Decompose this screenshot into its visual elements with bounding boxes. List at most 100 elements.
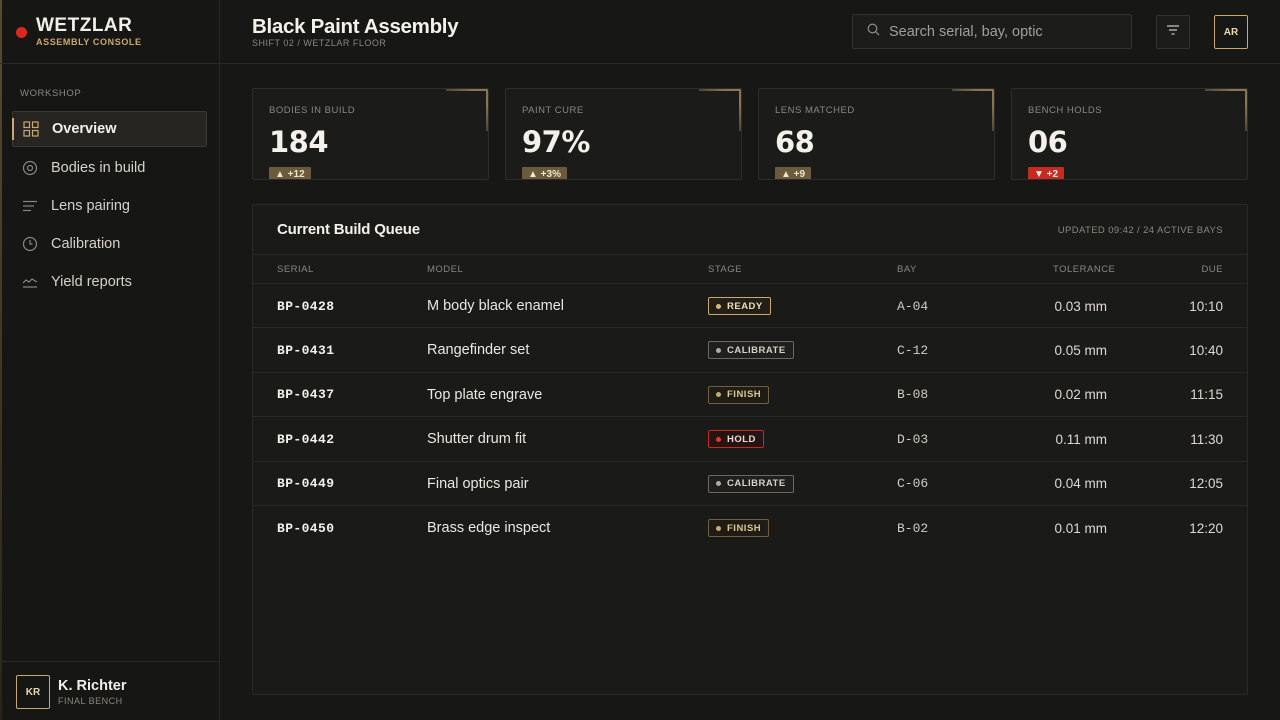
row-stage: FINISH — [708, 373, 770, 417]
kpi-value: 68 — [775, 125, 815, 159]
table-row[interactable]: BP-0450 Brass edge inspect FINISH B-02 0.01 … — [253, 505, 1247, 549]
row-due: 11:30 — [1190, 431, 1223, 447]
search-box[interactable] — [852, 14, 1132, 49]
row-stage: CALIBRATE — [708, 328, 794, 372]
sidebar-item-calibration[interactable]: Calibration — [12, 226, 207, 262]
build-queue-panel: Current Build Queue UPDATED 09:42 / 24 A… — [252, 204, 1248, 695]
row-tolerance: 0.04 mm — [1054, 476, 1107, 492]
stage-label: HOLD — [727, 433, 756, 445]
panel-title: Current Build Queue — [277, 221, 420, 238]
sidebar-item-label: Lens pairing — [51, 198, 130, 214]
row-serial: BP-0431 — [277, 342, 335, 358]
user-name: K. Richter — [58, 678, 127, 694]
panel-meta: UPDATED 09:42 / 24 ACTIVE BAYS — [1057, 225, 1223, 236]
sidebar-item-overview[interactable]: Overview — [12, 111, 207, 147]
sidebar-item-label: Overview — [52, 121, 117, 137]
sidebar-item-bodies-in-build[interactable]: Bodies in build — [12, 150, 207, 186]
kpi-card-paint-cure: PAINT CURE 97% ▲ +3% — [505, 88, 742, 180]
row-model: Top plate engrave — [427, 386, 543, 403]
status-dot-icon — [716, 525, 721, 531]
kpi-card-bodies-in-build: BODIES IN BUILD 184 ▲ +12 — [252, 88, 489, 180]
table-row[interactable]: BP-0449 Final optics pair CALIBRATE C-06 0.0… — [253, 460, 1247, 506]
column-header-bay[interactable]: BAY — [897, 264, 917, 275]
filter-icon — [1166, 23, 1180, 41]
row-bay: B-02 — [897, 520, 929, 536]
user-profile[interactable]: KR K. Richter FINAL BENCH — [0, 661, 219, 720]
kpi-value: 97% — [522, 125, 590, 159]
row-tolerance: 0.01 mm — [1054, 520, 1107, 536]
kpi-card-lens-matched: LENS MATCHED 68 ▲ +9 — [758, 88, 995, 180]
divider — [253, 254, 1247, 255]
row-bay: B-08 — [897, 387, 929, 403]
row-serial: BP-0450 — [277, 520, 335, 536]
sidebar-item-label: Calibration — [51, 236, 121, 252]
row-model: M body black enamel — [427, 298, 565, 314]
brand-subtitle: ASSEMBLY CONSOLE — [36, 37, 142, 47]
status-dot-icon — [716, 392, 721, 398]
row-bay: C-06 — [897, 476, 929, 492]
stage-label: READY — [727, 300, 763, 312]
row-serial: BP-0442 — [277, 431, 335, 447]
sidebar-item-lens-pairing[interactable]: Lens pairing — [12, 188, 207, 224]
kpi-delta-badge: ▼ +2 — [1028, 167, 1065, 179]
stage-label: FINISH — [727, 389, 762, 401]
row-tolerance: 0.02 mm — [1054, 387, 1107, 403]
nav-section-label: WORKSHOP — [20, 88, 82, 99]
row-tolerance: 0.05 mm — [1054, 342, 1107, 358]
row-bay: A-04 — [897, 298, 929, 314]
page-title: Black Paint Assembly — [252, 15, 459, 38]
stage-badge: READY — [708, 297, 771, 315]
target-icon — [22, 160, 38, 176]
brand-dot-icon — [16, 27, 27, 38]
page-subtitle: SHIFT 02 / WETZLAR FLOOR — [252, 38, 387, 48]
grid-icon — [23, 121, 39, 137]
kpi-delta-badge: ▲ +9 — [775, 167, 812, 179]
column-header-model[interactable]: MODEL — [427, 264, 464, 275]
brand-name: WETZLAR — [36, 15, 133, 36]
table-row[interactable]: BP-0428 M body black enamel READY A-04 0.03 … — [253, 283, 1247, 327]
kpi-label: PAINT CURE — [522, 105, 584, 116]
stage-badge: CALIBRATE — [708, 474, 794, 493]
status-dot-icon — [716, 347, 721, 353]
table-row[interactable]: BP-0437 Top plate engrave FINISH B-08 0.02 m… — [253, 371, 1247, 417]
row-due: 10:40 — [1189, 342, 1223, 358]
column-header-due[interactable]: DUE — [1201, 264, 1223, 275]
kpi-delta-badge: ▲ +3% — [522, 167, 567, 179]
row-tolerance: 0.11 mm — [1055, 431, 1107, 447]
kpi-value: 06 — [1028, 125, 1068, 159]
row-serial: BP-0428 — [277, 298, 335, 314]
sidebar-item-yield-reports[interactable]: Yield reports — [12, 264, 207, 300]
kpi-label: BODIES IN BUILD — [269, 105, 356, 116]
row-serial: BP-0449 — [277, 476, 335, 492]
header-avatar[interactable]: AR — [1214, 15, 1248, 49]
column-header-stage[interactable]: STAGE — [708, 264, 742, 275]
kpi-delta-badge: ▲ +12 — [269, 167, 311, 179]
avatar: KR — [16, 675, 50, 709]
column-header-serial[interactable]: SERIAL — [277, 264, 314, 275]
table-row[interactable]: BP-0442 Shutter drum fit HOLD D-03 0.11 mm 11… — [253, 416, 1247, 460]
stage-label: FINISH — [727, 522, 762, 534]
search-icon — [867, 23, 880, 41]
row-model: Final optics pair — [427, 475, 529, 492]
row-due: 12:20 — [1189, 520, 1223, 536]
row-stage: CALIBRATE — [708, 462, 794, 506]
stage-badge: FINISH — [708, 385, 770, 404]
status-dot-icon — [716, 303, 721, 309]
kpi-value: 184 — [269, 125, 329, 159]
user-role: FINAL BENCH — [58, 696, 123, 706]
sidebar: WETZLAR ASSEMBLY CONSOLE WORKSHOP Overvi… — [0, 0, 220, 720]
stage-badge: CALIBRATE — [708, 341, 794, 360]
table-row[interactable]: BP-0431 Rangefinder set CALIBRATE C-12 0.05 … — [253, 327, 1247, 371]
row-model: Brass edge inspect — [427, 520, 551, 536]
row-bay: C-12 — [897, 342, 929, 358]
column-header-tolerance[interactable]: TOLERANCE — [1053, 264, 1116, 275]
kpi-card-bench-holds: BENCH HOLDS 06 ▼ +2 — [1011, 88, 1248, 180]
search-input[interactable] — [889, 23, 1119, 40]
brand: WETZLAR ASSEMBLY CONSOLE — [0, 0, 219, 64]
wave-chart-icon — [22, 274, 38, 290]
filter-button[interactable] — [1156, 15, 1190, 49]
row-model: Rangefinder set — [427, 342, 530, 359]
row-tolerance: 0.03 mm — [1054, 298, 1107, 314]
row-model: Shutter drum fit — [427, 431, 527, 448]
sidebar-item-label: Bodies in build — [51, 160, 146, 176]
